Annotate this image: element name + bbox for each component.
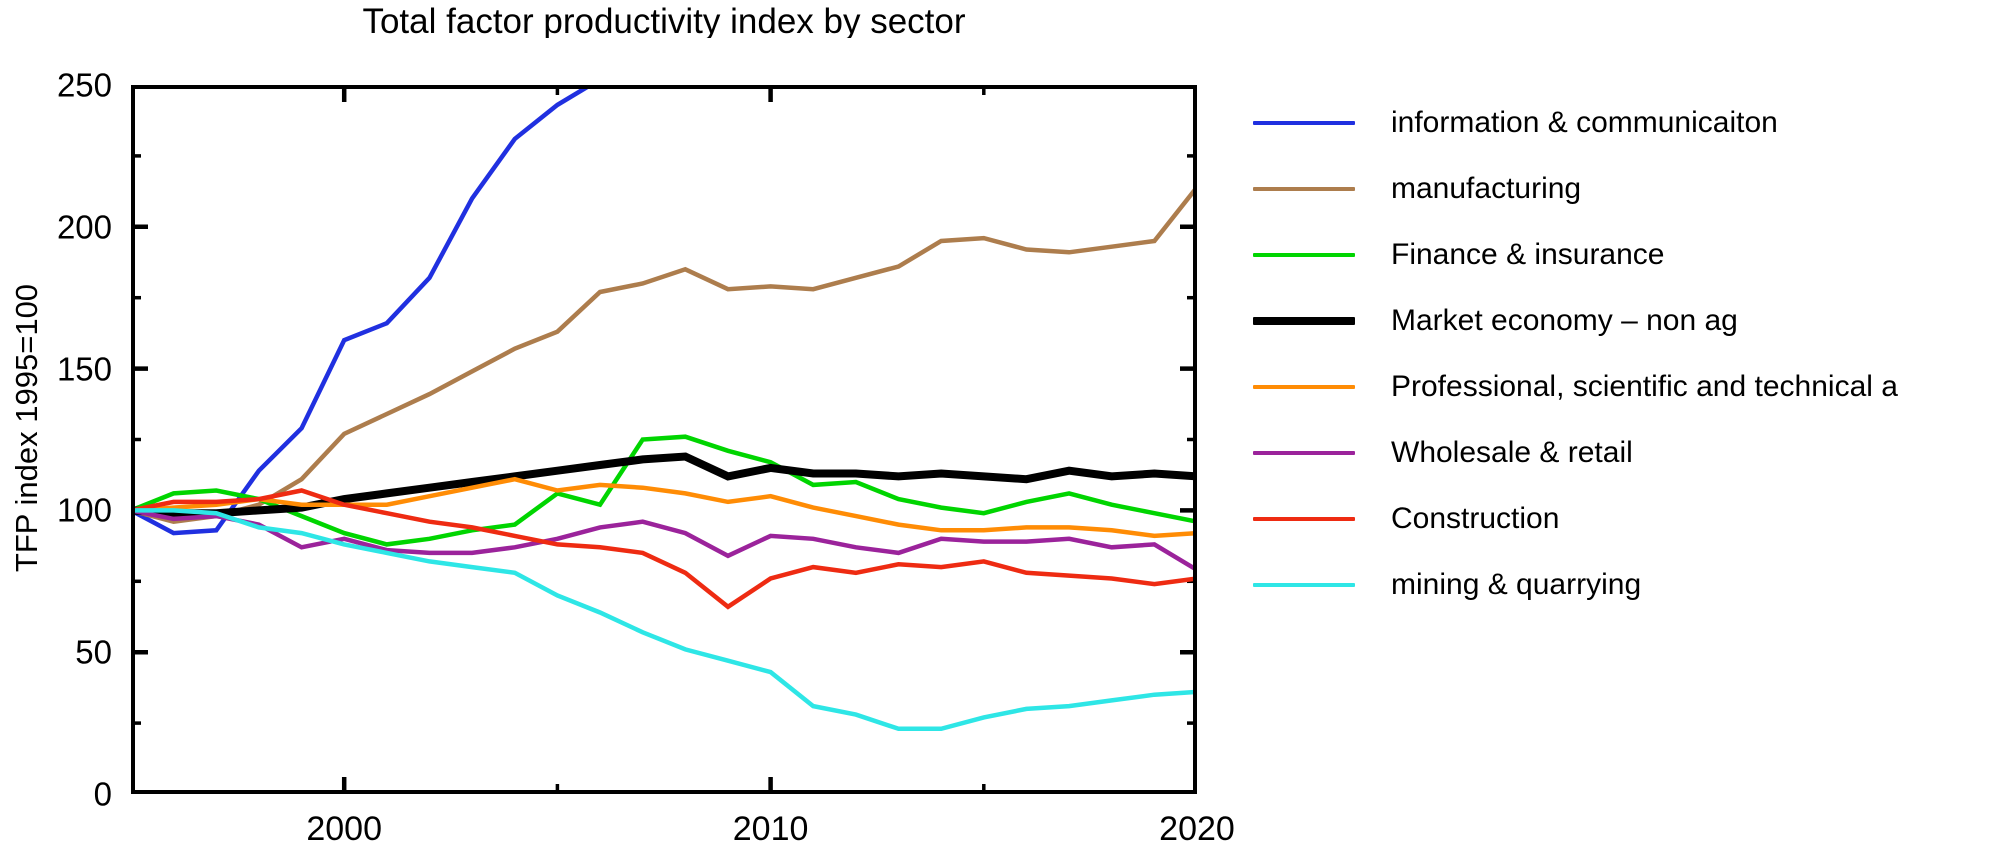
legend-line-swatch [1253, 252, 1355, 258]
y-tick-label: 50 [75, 633, 112, 671]
legend-item: mining & quarrying [1253, 552, 1898, 618]
y-tick-label: 150 [56, 350, 112, 388]
legend-line-swatch [1253, 317, 1355, 325]
legend-line-swatch [1253, 516, 1355, 522]
y-tick-label: 250 [56, 66, 112, 104]
legend-line-swatch [1253, 450, 1355, 456]
y-tick-label: 0 [93, 775, 112, 813]
legend-label: manufacturing [1391, 172, 1582, 205]
legend-label: Professional, scientific and technical a [1391, 370, 1898, 403]
series-line-6 [131, 488, 1197, 610]
chart-title-text: Total factor productivity index by secto… [362, 2, 966, 38]
legend-line-swatch [1253, 384, 1355, 390]
legend-item: Wholesale & retail [1253, 420, 1898, 486]
legend-label: Wholesale & retail [1391, 436, 1633, 469]
chart-title: Total factor productivity index by secto… [131, 0, 1197, 38]
legend-item: Professional, scientific and technical a [1253, 354, 1898, 420]
legend-item: Construction [1253, 486, 1898, 552]
legend-item: information & communicaiton [1253, 90, 1898, 156]
series-line-7 [131, 508, 1197, 732]
series-line-5 [131, 508, 1197, 572]
x-tick-label: 2010 [732, 810, 809, 848]
legend-label: Finance & insurance [1391, 238, 1665, 271]
legend-item: Finance & insurance [1253, 222, 1898, 288]
legend: information & communicaiton manufacturing… [1253, 90, 1898, 618]
series-line-2 [131, 434, 1197, 547]
legend-label: Market economy – non ag [1391, 304, 1738, 337]
legend-label: mining & quarrying [1391, 568, 1642, 601]
series-line-1 [131, 185, 1197, 524]
legend-item: Market economy – non ag [1253, 288, 1898, 354]
x-tick-label: 2000 [306, 810, 383, 848]
series-line-4 [131, 476, 1197, 539]
y-tick-label: 200 [56, 208, 112, 246]
plot-area [131, 85, 1197, 794]
plot-frame [131, 85, 1197, 794]
y-tick-label: 100 [56, 491, 112, 529]
legend-line-swatch [1253, 186, 1355, 192]
y-axis-label: TFP index 1995=100 [9, 283, 44, 573]
legend-label: information & communicaiton [1391, 106, 1778, 139]
legend-label: Construction [1391, 502, 1560, 535]
x-tick-label: 2020 [1159, 810, 1235, 848]
legend-line-swatch [1253, 120, 1355, 126]
series-line-0 [131, 85, 595, 536]
legend-line-swatch [1253, 582, 1355, 588]
legend-item: manufacturing [1253, 156, 1898, 222]
